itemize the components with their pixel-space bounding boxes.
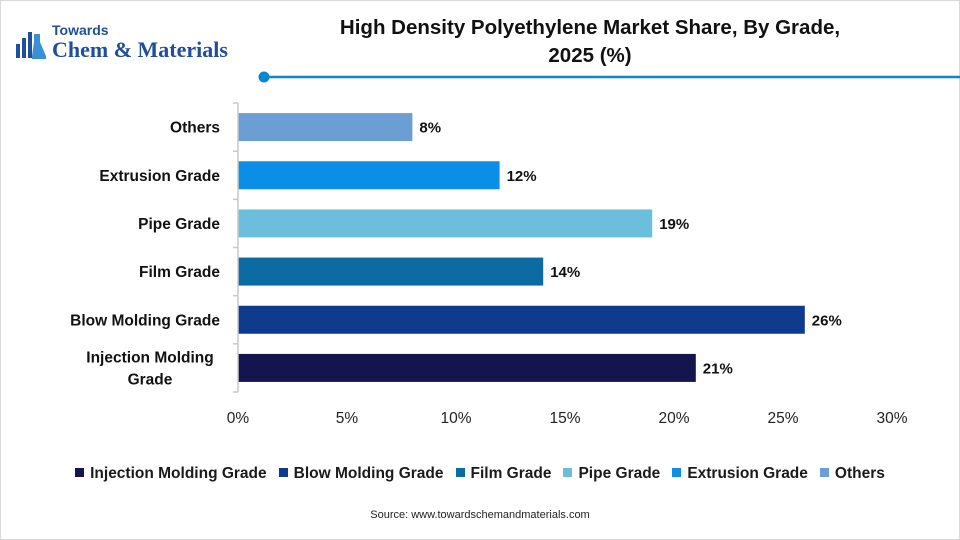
legend-item: Blow Molding Grade: [278, 465, 444, 483]
data-label: 26%: [812, 312, 842, 329]
data-label: 12%: [507, 168, 537, 185]
title-underline: [258, 71, 960, 83]
legend-label: Pipe Grade: [578, 465, 661, 482]
category-label-line: Extrusion Grade: [99, 168, 220, 185]
legend-swatch: [455, 468, 465, 477]
legend-label: Extrusion Grade: [687, 465, 808, 482]
legend-item: Pipe Grade: [563, 465, 660, 483]
category-label-line: Injection Molding: [86, 349, 213, 366]
legend-swatch: [278, 468, 288, 477]
chart-legend: Injection Molding Grade Blow Molding Grad…: [0, 465, 960, 483]
legend-swatch: [563, 468, 573, 477]
category-label-line: Pipe Grade: [138, 216, 220, 233]
category-label-line: Grade: [128, 371, 173, 388]
x-tick-label: 15%: [549, 410, 580, 427]
bar: [238, 209, 653, 238]
category-label-line: Others: [170, 120, 220, 137]
legend-swatch: [819, 468, 829, 477]
category-label: Others: [170, 120, 220, 137]
category-label: Injection Molding Grade: [86, 349, 213, 388]
category-label: Blow Molding Grade: [70, 312, 220, 329]
legend-swatch: [672, 468, 682, 477]
x-tick-label: 30%: [876, 410, 907, 427]
chart-title-line-1: High Density Polyethylene Market Share, …: [339, 16, 841, 39]
legend-swatch: [75, 468, 85, 477]
data-label: 19%: [659, 216, 689, 233]
legend-item: Injection Molding Grade: [75, 465, 267, 483]
x-tick-label: 5%: [336, 410, 359, 427]
chart-title: High Density Polyethylene Market Share, …: [290, 14, 890, 70]
bar: [238, 353, 696, 382]
bar: [238, 161, 500, 190]
legend-label: Others: [834, 465, 885, 482]
category-label: Extrusion Grade: [99, 168, 220, 185]
legend-label: Injection Molding Grade: [90, 465, 267, 482]
legend-item: Film Grade: [455, 465, 552, 483]
logo-text-main: Chem & Materials: [52, 37, 228, 62]
bar-chart: 21% 26% 14% 19% 12% 8% Injection Molding Grade…: [70, 102, 908, 427]
category-label-line: Film Grade: [139, 264, 220, 281]
data-label: 21%: [703, 360, 733, 377]
data-label: 14%: [550, 264, 580, 281]
bar: [238, 305, 805, 334]
x-tick-label: 10%: [440, 410, 471, 427]
bar: [238, 257, 544, 286]
flask-icon: [16, 32, 46, 59]
category-label-line: Blow Molding Grade: [70, 312, 220, 329]
bar: [238, 113, 413, 142]
brand-logo: Towards Chem & Materials: [14, 22, 254, 66]
source-note: Source: www.towardschemandmaterials.com: [370, 509, 590, 521]
logo-text-top: Towards: [52, 22, 109, 38]
x-tick-label: 0%: [227, 410, 250, 427]
category-label: Pipe Grade: [138, 216, 220, 233]
chart-title-line-2: 2025 (%): [548, 44, 632, 67]
legend-item: Extrusion Grade: [672, 465, 808, 483]
legend-label: Film Grade: [470, 465, 552, 482]
x-tick-label: 25%: [767, 410, 798, 427]
legend-item: Others: [819, 465, 885, 483]
x-tick-label: 20%: [658, 410, 689, 427]
legend-label: Blow Molding Grade: [293, 465, 444, 482]
data-label: 8%: [419, 120, 441, 137]
category-label: Film Grade: [139, 264, 220, 281]
